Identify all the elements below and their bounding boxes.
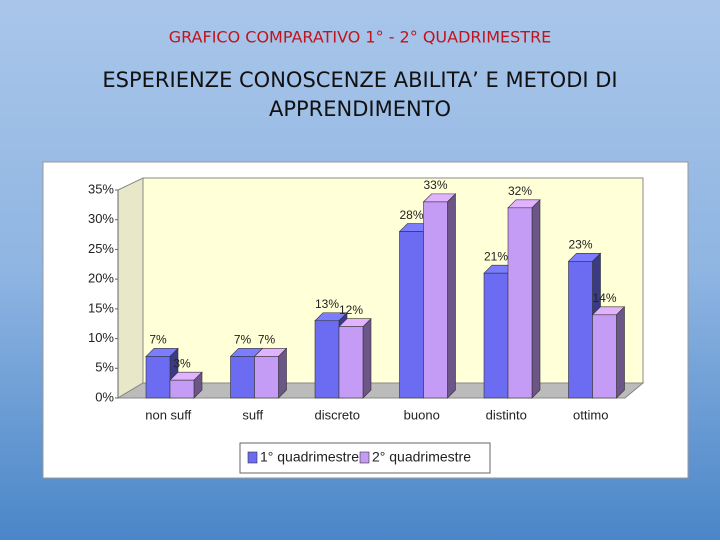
value-label: 33% — [423, 178, 447, 192]
legend-swatch — [359, 451, 370, 464]
chart-title: GRAFICO COMPARATIVO 1° - 2° QUADRIMESTRE — [169, 28, 552, 47]
x-tick-label: suff — [242, 407, 263, 422]
x-tick-label: distinto — [486, 407, 527, 422]
value-label: 13% — [315, 297, 339, 311]
legend-swatch — [247, 451, 258, 464]
bar-side — [531, 199, 541, 399]
bar — [254, 356, 279, 399]
side-wall — [117, 177, 144, 399]
bar — [568, 261, 593, 399]
bar — [592, 314, 617, 399]
bar-side — [278, 347, 287, 399]
bar — [145, 356, 171, 399]
value-label: 7% — [258, 333, 276, 347]
subtitle-box: ESPERIENZE CONOSCENZE ABILITA’ E METODI … — [102, 68, 618, 121]
value-label: 7% — [234, 333, 252, 347]
y-tick-label: 0% — [95, 389, 114, 404]
bar — [423, 201, 448, 399]
y-tick-label: 20% — [88, 271, 114, 286]
legend-label: 1° quadrimestre — [260, 449, 359, 465]
bar — [314, 320, 340, 399]
y-tick-label: 15% — [88, 300, 114, 315]
value-label: 23% — [568, 237, 592, 251]
bar-side — [447, 193, 456, 399]
y-tick-label: 5% — [95, 360, 114, 375]
x-tick-label: buono — [404, 407, 440, 422]
value-label: 28% — [399, 208, 423, 222]
bar — [338, 326, 364, 399]
x-tick-label: non suff — [145, 407, 191, 422]
value-label: 3% — [173, 356, 191, 370]
y-tick-label: 10% — [88, 330, 114, 345]
back-wall — [142, 177, 644, 384]
bar-side — [362, 317, 372, 399]
bar — [230, 356, 255, 399]
bar-side — [616, 306, 625, 399]
x-tick-label: discreto — [314, 407, 360, 422]
chart-subtitle: ESPERIENZE CONOSCENZE ABILITA’ E METODI … — [102, 68, 618, 121]
y-tick-label: 25% — [88, 241, 114, 256]
y-tick-label: 30% — [88, 211, 114, 226]
value-label: 21% — [484, 249, 508, 263]
legend-label: 2° quadrimestre — [372, 449, 471, 465]
value-label: 32% — [508, 184, 532, 198]
bar — [483, 272, 509, 399]
bar — [507, 207, 533, 399]
x-tick-label: ottimo — [573, 407, 608, 422]
value-label: 14% — [592, 291, 616, 305]
bar — [399, 231, 424, 399]
value-label: 12% — [339, 303, 363, 317]
bar — [169, 379, 195, 399]
value-label: 7% — [149, 333, 167, 347]
y-tick-label: 35% — [88, 181, 114, 196]
